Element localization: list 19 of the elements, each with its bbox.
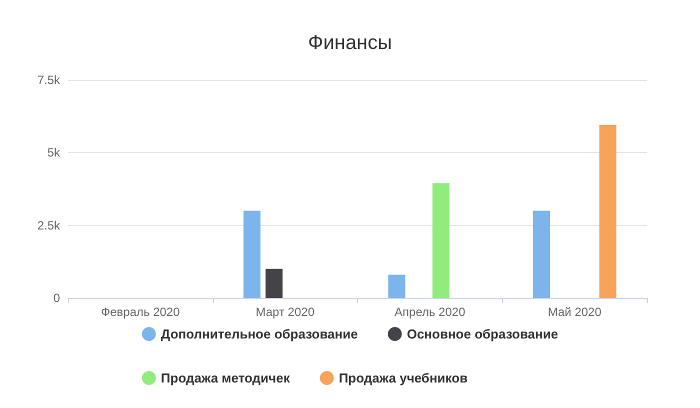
bar bbox=[532, 210, 550, 298]
bar bbox=[599, 125, 616, 298]
legend-label: Основное образование bbox=[406, 326, 558, 342]
chart-title: Финансы bbox=[308, 32, 392, 54]
bar bbox=[243, 210, 260, 298]
x-tick-label: Май 2020 bbox=[548, 305, 602, 319]
x-tick-label: Апрель 2020 bbox=[394, 305, 466, 319]
y-tick-label: 2.5k bbox=[37, 218, 61, 232]
legend-label: Продажа учебников bbox=[338, 370, 468, 386]
legend-label: Дополнительное образование bbox=[160, 326, 358, 342]
bar bbox=[388, 274, 406, 298]
legend-label: Продажа методичек bbox=[160, 370, 290, 386]
y-tick-label: 5k bbox=[47, 146, 61, 160]
bar bbox=[266, 268, 283, 298]
y-tick-label: 0 bbox=[53, 291, 60, 305]
x-tick-label: Март 2020 bbox=[256, 305, 315, 319]
y-tick-label: 7.5k bbox=[37, 73, 61, 87]
bar bbox=[432, 183, 450, 298]
x-tick-label: Февраль 2020 bbox=[100, 305, 180, 319]
